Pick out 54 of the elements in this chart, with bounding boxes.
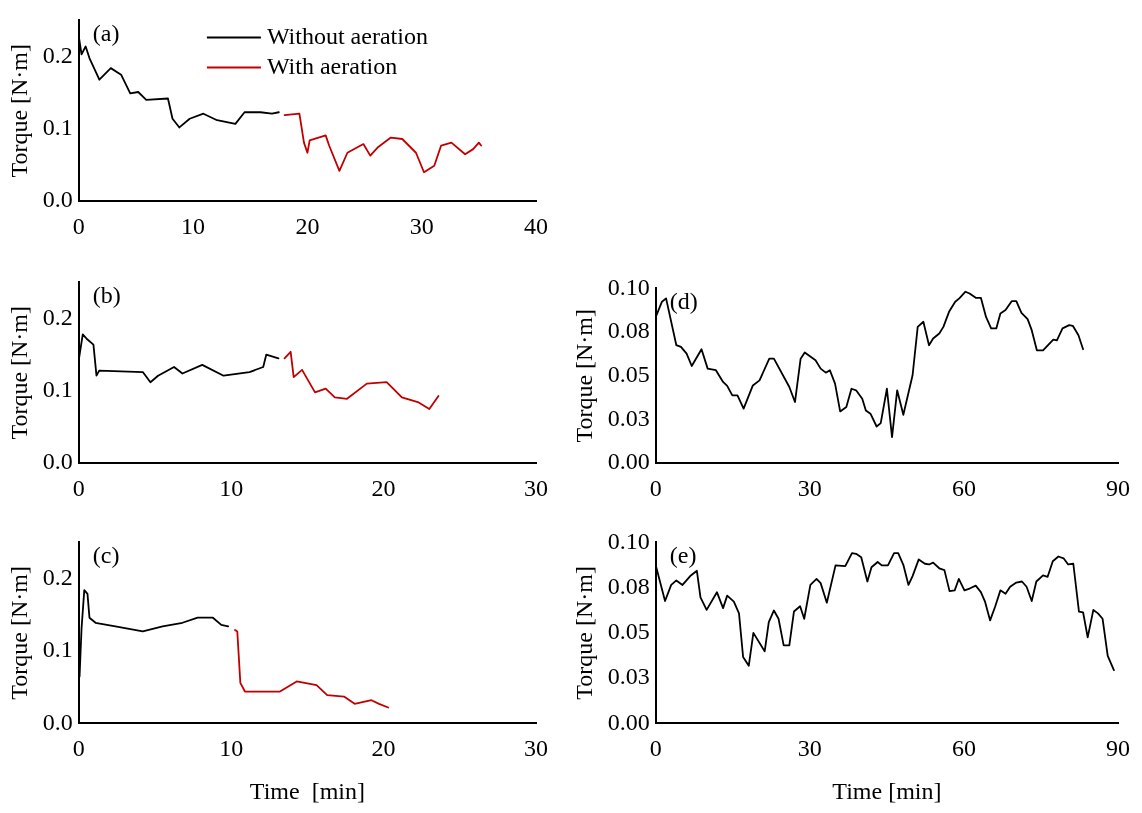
legend-label: With aeration — [266, 52, 398, 79]
x-tick-label: 30 — [524, 474, 548, 501]
y-tick-label: 0.08 — [607, 572, 650, 599]
y-tick-label: 0.2 — [42, 41, 73, 68]
annotation: (d) — [669, 287, 698, 314]
annotation: (b) — [92, 281, 121, 308]
y-axis-title: Torque [N·m] — [570, 566, 597, 700]
annotation: (e) — [669, 541, 697, 568]
x-tick-label: 90 — [1106, 474, 1130, 501]
x-tick-label: 0 — [72, 474, 85, 501]
x-tick-label: 0 — [649, 735, 662, 762]
y-axis-title: Torque [N·m] — [570, 309, 597, 443]
annotation: (c) — [92, 541, 120, 568]
x-tick-label: 90 — [1106, 735, 1130, 762]
x-tick-label: 0 — [649, 474, 662, 501]
x-tick-label: 20 — [371, 735, 396, 762]
y-axis-title: Torque [N·m] — [5, 306, 32, 440]
x-tick-label: 10 — [219, 474, 244, 501]
x-tick-label: 20 — [295, 212, 320, 239]
x-tick-label: 60 — [951, 474, 976, 501]
y-tick-label: 0.10 — [607, 273, 650, 300]
y-tick-label: 0.05 — [607, 361, 650, 388]
y-tick-label: 0.05 — [607, 618, 650, 645]
y-axis-title: Torque [N·m] — [5, 44, 32, 178]
y-tick-label: 0.10 — [607, 527, 650, 554]
y-tick-label: 0.1 — [42, 636, 73, 663]
y-tick-label: 0.00 — [607, 448, 650, 475]
y-tick-label: 0.1 — [42, 114, 73, 141]
x-tick-label: 30 — [797, 474, 822, 501]
legend-label: Without aeration — [266, 22, 428, 49]
x-tick-label: 0 — [72, 735, 85, 762]
annotation: (a) — [92, 19, 120, 46]
y-tick-label: 0.1 — [42, 376, 73, 403]
x-tick-label: 30 — [524, 735, 548, 762]
x-tick-label: 30 — [409, 212, 434, 239]
y-tick-label: 0.0 — [42, 708, 73, 735]
x-axis-title: Time [min] — [832, 777, 942, 804]
x-tick-label: 60 — [951, 735, 976, 762]
x-tick-label: 10 — [219, 735, 244, 762]
y-tick-label: 0.08 — [607, 317, 650, 344]
y-tick-label: 0.2 — [42, 303, 73, 330]
x-axis-title: Time [min] — [249, 777, 365, 804]
y-tick-label: 0.03 — [607, 404, 650, 431]
x-tick-label: 40 — [524, 212, 548, 239]
y-tick-label: 0.0 — [42, 448, 73, 475]
x-tick-label: 20 — [371, 474, 396, 501]
x-tick-label: 30 — [797, 735, 822, 762]
y-axis-title: Torque [N·m] — [5, 566, 32, 700]
x-tick-label: 10 — [181, 212, 206, 239]
y-tick-label: 0.03 — [607, 663, 650, 690]
y-tick-label: 0.0 — [42, 186, 73, 213]
x-tick-label: 0 — [72, 212, 85, 239]
y-tick-label: 0.00 — [607, 708, 650, 735]
y-tick-label: 0.2 — [42, 563, 73, 590]
